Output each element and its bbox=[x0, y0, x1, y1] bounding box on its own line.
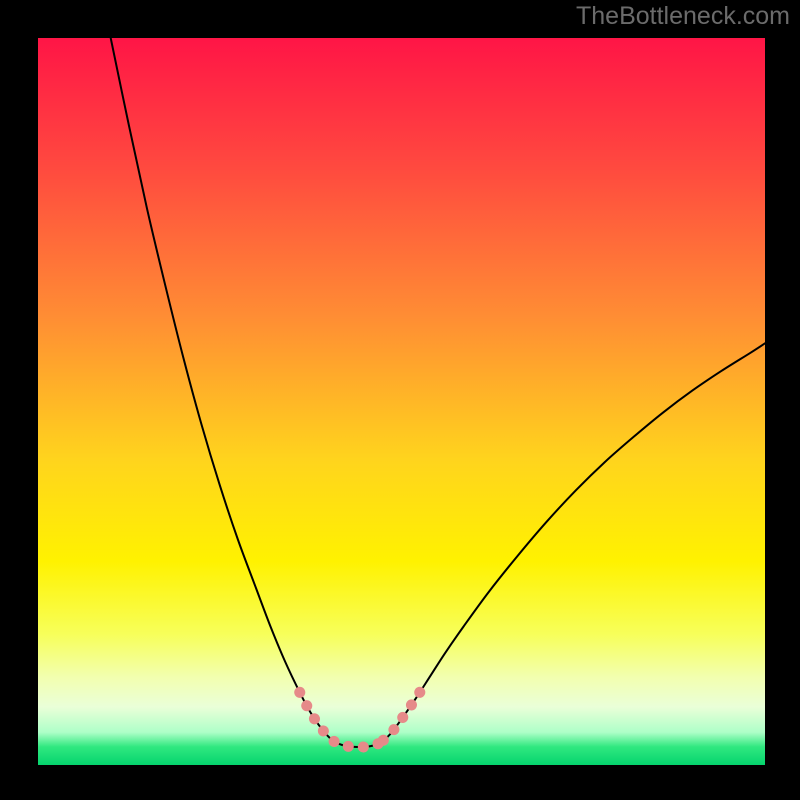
bottleneck-chart bbox=[38, 38, 765, 765]
attribution-text: TheBottleneck.com bbox=[576, 2, 790, 31]
gradient-background bbox=[38, 38, 765, 765]
